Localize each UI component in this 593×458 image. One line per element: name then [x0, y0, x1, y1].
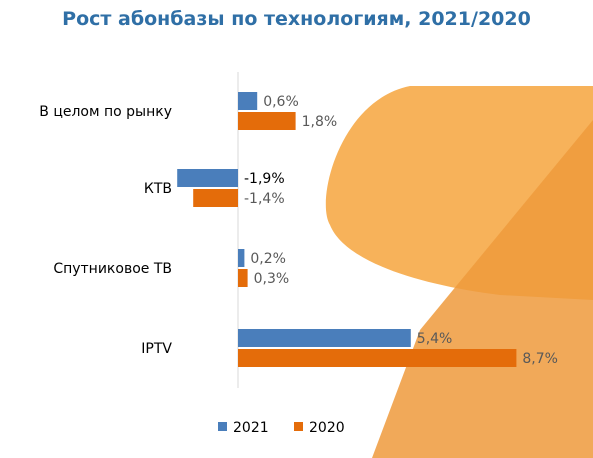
data-label-2020: 8,7%: [522, 351, 558, 367]
chart-title: Рост абонбазы по технологиям, 2021/2020: [62, 8, 531, 30]
data-label-2021: 0,6%: [263, 94, 299, 110]
category-label: КТВ: [144, 181, 172, 197]
bar-2021: [177, 169, 238, 187]
bar-2020: [238, 349, 517, 367]
legend: 2021 2020: [218, 420, 345, 436]
category-label: Спутниковое ТВ: [53, 261, 172, 277]
legend-label-2020: 2020: [309, 420, 345, 436]
bar-2020: [238, 269, 248, 287]
data-label-2021: 0,2%: [250, 251, 286, 267]
legend-swatch-2020: [294, 422, 303, 431]
data-label-2021: -1,9%: [244, 171, 285, 187]
data-label-2021: 5,4%: [417, 331, 453, 347]
legend-swatch-2021: [218, 422, 227, 431]
orange-diagonal-shape: [372, 120, 593, 458]
category-label: IPTV: [141, 341, 172, 357]
bar-2020: [193, 189, 238, 207]
bar-2021: [238, 92, 258, 110]
data-label-2020: 1,8%: [302, 114, 338, 130]
data-label-2020: -1,4%: [244, 191, 285, 207]
legend-label-2021: 2021: [233, 420, 269, 436]
bar-2021: [238, 249, 245, 267]
data-label-2020: 0,3%: [254, 271, 290, 287]
bar-2021: [238, 329, 411, 347]
category-label: В целом по рынку: [39, 104, 172, 120]
bar-2020: [238, 112, 296, 130]
